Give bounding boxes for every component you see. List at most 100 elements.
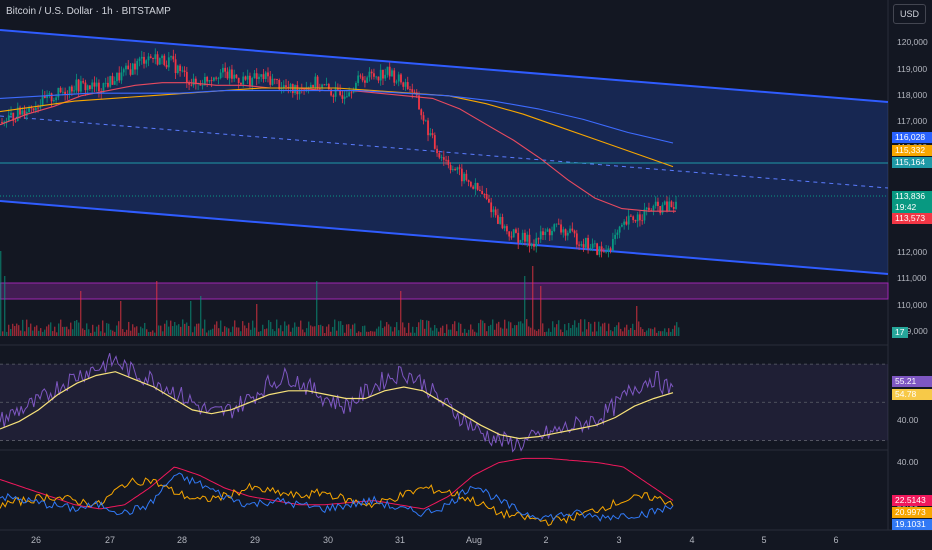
volume-bar bbox=[364, 325, 366, 336]
candle-body bbox=[70, 86, 73, 92]
dmi-badge: 19.1031 bbox=[892, 519, 932, 530]
volume-bar bbox=[154, 332, 156, 336]
volume-bar bbox=[182, 319, 184, 336]
volume-bar bbox=[626, 324, 628, 336]
candle-body bbox=[602, 251, 605, 253]
volume-bar bbox=[54, 326, 56, 336]
volume-bar bbox=[602, 323, 604, 336]
dmi-badge: 20.9973 bbox=[892, 507, 932, 518]
candle-body bbox=[555, 223, 558, 225]
candle-body bbox=[551, 230, 553, 236]
volume-bar bbox=[604, 322, 606, 336]
volume-bar bbox=[664, 328, 666, 336]
candle-body bbox=[632, 216, 635, 221]
candle-body bbox=[445, 159, 447, 161]
candle-body bbox=[176, 65, 179, 73]
candle-body bbox=[79, 81, 82, 92]
candle-body bbox=[107, 82, 109, 87]
price-axis-tick: 119,000 bbox=[897, 63, 928, 74]
volume-bar bbox=[68, 329, 70, 336]
candle-body bbox=[587, 237, 589, 249]
volume-bar bbox=[666, 332, 668, 336]
volume-bar bbox=[624, 327, 626, 336]
volume-bar bbox=[88, 329, 90, 336]
candle-body bbox=[242, 76, 245, 85]
volume-bar bbox=[192, 332, 194, 336]
candle-body bbox=[506, 226, 508, 232]
volume-bar bbox=[318, 325, 320, 336]
candle-body bbox=[95, 82, 98, 87]
volume-bar bbox=[660, 331, 662, 336]
volume-bar bbox=[302, 329, 304, 336]
price-badge: 113,573 bbox=[892, 213, 932, 224]
candle-body bbox=[386, 66, 389, 75]
volume-bar bbox=[138, 332, 140, 336]
candle-body bbox=[34, 107, 37, 111]
price-badge: 113,836 bbox=[892, 191, 932, 202]
candle-body bbox=[345, 96, 348, 98]
candle-body bbox=[52, 100, 55, 102]
volume-bar bbox=[502, 328, 504, 336]
currency-button[interactable]: USD bbox=[893, 4, 926, 24]
volume-bar bbox=[388, 324, 390, 336]
candle-body bbox=[165, 64, 168, 68]
candle-body bbox=[519, 240, 522, 243]
volume-bar bbox=[582, 331, 584, 336]
volume-bar bbox=[118, 321, 120, 336]
volume-bar bbox=[38, 330, 40, 336]
volume-bar bbox=[62, 326, 64, 336]
volume-bar bbox=[672, 328, 674, 336]
candle-body bbox=[515, 229, 517, 233]
candle-body bbox=[116, 72, 118, 82]
volume-bar bbox=[432, 330, 434, 336]
candle-body bbox=[244, 76, 247, 80]
rsi-badge: 55.21 bbox=[892, 376, 932, 387]
candle-body bbox=[501, 216, 504, 229]
volume-bar bbox=[18, 325, 20, 336]
candle-body bbox=[158, 58, 161, 65]
candle-body bbox=[334, 87, 337, 97]
volume-bar bbox=[576, 327, 578, 336]
candle-body bbox=[454, 169, 456, 171]
candle-body bbox=[332, 95, 335, 97]
volume-bar bbox=[636, 306, 638, 336]
volume-bar bbox=[166, 320, 168, 336]
candle-body bbox=[625, 221, 628, 225]
candle-body bbox=[260, 74, 263, 77]
candle-body bbox=[336, 87, 339, 90]
candle-body bbox=[510, 236, 513, 238]
candle-body bbox=[251, 78, 254, 86]
volume-bar bbox=[662, 331, 664, 336]
volume-bar bbox=[78, 322, 80, 336]
candle-body bbox=[600, 246, 603, 252]
candle-body bbox=[217, 78, 220, 79]
price-badge: 115,332 bbox=[892, 145, 932, 156]
volume-bar bbox=[242, 321, 244, 336]
dmi-adx-line bbox=[0, 457, 674, 510]
volume-bar bbox=[490, 324, 492, 336]
volume-bar bbox=[156, 281, 158, 336]
candle-body bbox=[37, 107, 39, 109]
candle-body bbox=[397, 74, 400, 82]
candle-body bbox=[321, 84, 323, 89]
volume-bar bbox=[46, 326, 48, 336]
candle-body bbox=[120, 72, 123, 81]
candle-body bbox=[226, 71, 229, 79]
candle-body bbox=[582, 244, 585, 248]
volume-bar bbox=[20, 330, 22, 336]
candle-body bbox=[194, 78, 197, 85]
candle-body bbox=[652, 205, 655, 212]
volume-bar bbox=[60, 319, 62, 336]
candle-body bbox=[111, 76, 114, 85]
candle-body bbox=[64, 91, 67, 95]
volume-bar bbox=[386, 322, 388, 336]
candle-body bbox=[402, 82, 405, 87]
candle-body bbox=[246, 75, 249, 80]
candle-body bbox=[273, 78, 276, 80]
candle-body bbox=[298, 88, 301, 95]
volume-bar bbox=[568, 323, 570, 336]
candle-body bbox=[463, 173, 466, 182]
volume-bar bbox=[254, 327, 256, 336]
candle-body bbox=[113, 81, 116, 85]
